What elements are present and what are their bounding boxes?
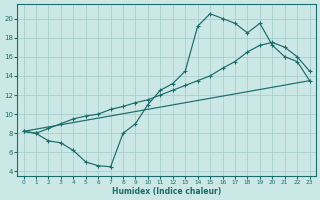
X-axis label: Humidex (Indice chaleur): Humidex (Indice chaleur) [112, 187, 221, 196]
